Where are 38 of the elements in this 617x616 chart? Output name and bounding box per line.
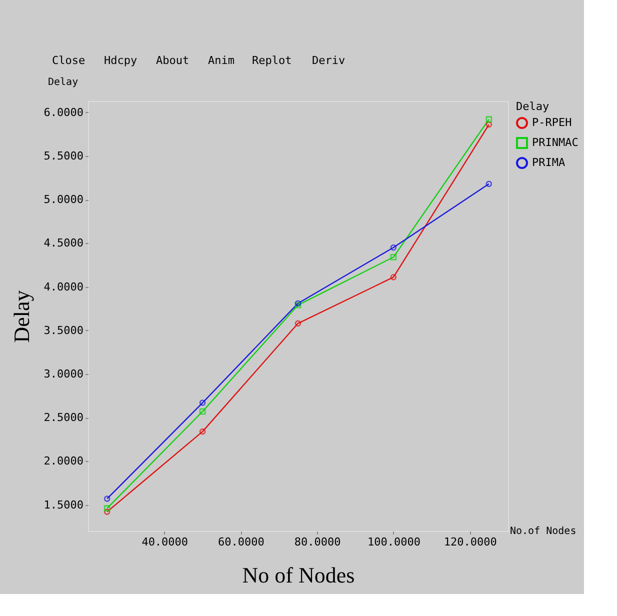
y-tick-label: 5.5000: [44, 149, 84, 162]
y-tick-label: 6.0000: [44, 106, 84, 119]
legend-title: Delay: [516, 100, 550, 113]
text: No.of Nodes: [510, 526, 576, 537]
point: [199, 400, 206, 406]
point: [390, 244, 397, 251]
point: [390, 274, 397, 280]
legend-label: PRINMAC: [532, 136, 578, 149]
text: Deriv: [312, 54, 346, 67]
point: [486, 116, 492, 122]
point: [294, 320, 302, 327]
y-tick-label: 5.0000: [44, 193, 84, 206]
point: [104, 505, 110, 512]
legend-label: PRIMA: [532, 156, 566, 169]
text: About: [156, 54, 190, 67]
x-tick-label: 80.0000: [294, 536, 341, 548]
y-tick-label: 2.0000: [44, 454, 84, 468]
point: [199, 428, 206, 435]
point: [390, 254, 397, 260]
text: Delay: [48, 77, 78, 88]
text: Anim: [208, 54, 235, 67]
x-tick-label: 120.0000: [444, 536, 497, 548]
y-tick-label: 4.5000: [44, 236, 84, 250]
y-tick-label: 3.5000: [44, 324, 84, 337]
text: Hdcpy: [104, 54, 138, 67]
text: Close: [52, 54, 86, 67]
y-tick-label: 4.0000: [44, 280, 84, 294]
text: Replot: [252, 54, 292, 67]
x-axis-title: No of Nodes: [242, 562, 355, 588]
x-tick-label: 100.0000: [367, 536, 420, 548]
y-tick-label: 1.5000: [44, 498, 84, 512]
x-tick-label: 60.0000: [218, 536, 264, 548]
x-tick-label: 40.0000: [142, 536, 188, 548]
point: [199, 408, 206, 415]
y-axis-title: Delay: [8, 290, 34, 343]
y-tick-label: 2.5000: [44, 411, 84, 424]
y-tick-label: 3.0000: [44, 368, 84, 380]
legend-label: P-RPEH: [532, 116, 572, 129]
